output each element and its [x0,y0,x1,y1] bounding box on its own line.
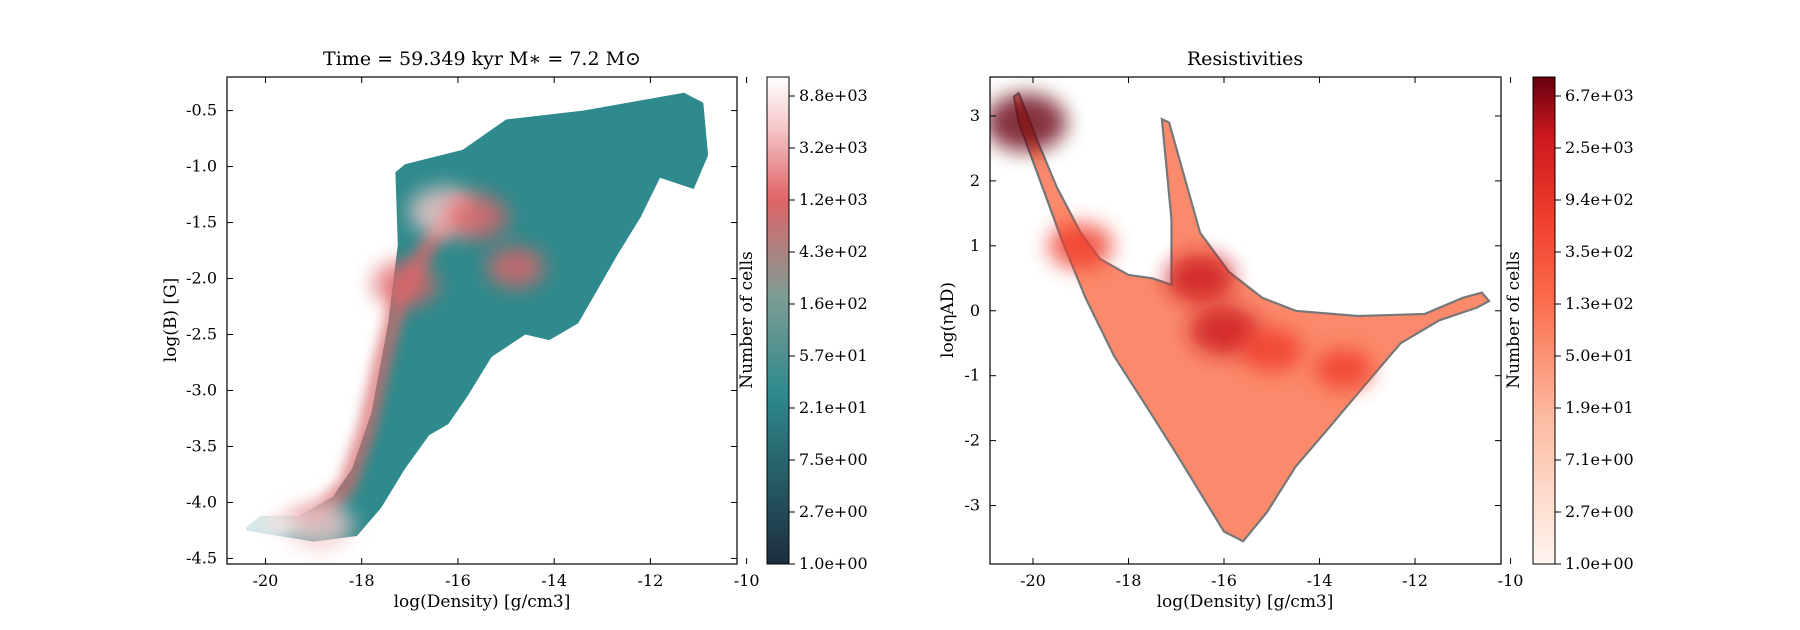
colorbar-tick-label: 4.3e+02 [799,242,868,261]
colorbar-tick-label: 7.1e+00 [1565,450,1634,469]
density-hotspot [1240,327,1304,373]
x-tick-label: -20 [253,571,279,590]
density-hotspot [1314,348,1372,390]
y-tick-label: -1.5 [186,213,217,232]
y-tick-label: -3.5 [186,436,217,455]
colorbar-gradient [1532,76,1556,565]
chart-title: Resistivities [1187,48,1303,70]
y-axis: -4.5 -4.0 -3.5 -3.0 -2.5 -2.0 -1.5 -1.0 -0.5 [186,101,737,567]
y-axis-label: log(B) [G] [161,278,181,363]
y-tick-label: -1.0 [186,157,217,176]
x-tick-label: -10 [1498,571,1524,590]
colorbar-label: Number of cells [1504,251,1524,389]
x-tick-label: -20 [1020,571,1046,590]
x-tick-label: -12 [1402,571,1428,590]
colorbar-tick-label: 1.2e+03 [799,190,868,209]
density-hotspot [1189,305,1259,356]
colorbar-tick-label: 1.6e+02 [799,294,868,313]
colorbar-tick-label: 2.7e+00 [1565,502,1634,521]
colorbar-tick-label: 3.5e+02 [1565,242,1634,261]
x-axis-label: log(Density) [g/cm3] [394,592,571,612]
x-axis: -20 -18 -16 -14 -12 -10 [253,77,760,590]
colorbar-tick-label: 5.7e+01 [799,346,868,365]
y-tick-label: -2.5 [186,324,217,343]
x-axis-label: log(Density) [g/cm3] [1157,592,1334,612]
colorbar-ticks: 1.0e+00 2.7e+00 7.1e+00 1.9e+01 5.0e+01 1.3e+… [1555,86,1634,573]
y-tick-label: -4.0 [186,492,217,511]
colorbar-tick-label: 6.7e+03 [1565,86,1634,105]
density-hotspot [284,500,353,550]
y-tick-label: 1 [970,236,980,255]
colorbar-tick-label: 5.0e+01 [1565,346,1634,365]
y-axis: -3 -2 -1 0 1 2 3 [964,106,1501,515]
chart-title: Time = 59.349 kyr M∗ = 7.2 M⊙ [323,48,641,70]
y-tick-label: -1 [964,366,980,385]
colorbar: 1.0e+00 2.7e+00 7.5e+00 2.1e+01 5.7e+01 1.6e+… [737,76,868,573]
colorbar-ticks: 1.0e+00 2.7e+00 7.5e+00 2.1e+01 5.7e+01 1.6e+… [789,86,868,573]
density-hotspot [486,246,545,289]
colorbar-tick-label: 2.7e+00 [799,502,868,521]
colorbar: 1.0e+00 2.7e+00 7.1e+00 1.9e+01 5.0e+01 1.3e+… [1504,76,1634,573]
y-tick-label: -2 [964,431,980,450]
x-tick-label: -10 [734,571,760,590]
y-tick-label: -3.0 [186,380,217,399]
x-tick-label: -14 [1307,571,1333,590]
colorbar-tick-label: 8.8e+03 [799,86,868,105]
x-tick-label: -18 [1116,571,1142,590]
distribution-contour [1012,91,1491,543]
y-tick-label: 2 [970,171,980,190]
y-tick-label: 0 [970,301,980,320]
plot-frame [989,76,1502,565]
y-axis-label: log(ηAD) [938,282,958,358]
density-hotspot [445,194,509,240]
colorbar-tick-label: 2.1e+01 [799,398,868,417]
colorbar-tick-label: 2.5e+03 [1565,138,1634,157]
density-hotspot [1048,222,1113,269]
colorbar-tick-label: 1.9e+01 [1565,398,1634,417]
y-tick-label: -4.5 [186,548,217,567]
plot-frame [226,76,738,565]
colorbar-label: Number of cells [737,251,757,389]
x-tick-label: -16 [1211,571,1237,590]
y-tick-label: 3 [970,106,980,125]
density-bfield-panel: Time = 59.349 kyr M∗ = 7.2 M⊙ -20 -18 -16-… [161,48,868,612]
x-axis: -20 -18 -16 -14 -12 -10 [1020,77,1523,590]
colorbar-tick-label: 9.4e+02 [1565,190,1634,209]
x-tick-label: -16 [445,571,471,590]
colorbar-tick-label: 3.2e+03 [799,138,868,157]
y-tick-label: -3 [964,496,980,515]
density-hotspot [227,492,298,553]
colorbar-tick-label: 7.5e+00 [799,450,868,469]
heatmap-area [990,91,1491,543]
density-hotspot [372,261,438,308]
resistivity-panel: Resistivities -20 -18 -16 -14 -12 -10 -3-2-10… [938,48,1634,612]
colorbar-tick-label: 1.0e+00 [799,554,868,573]
density-hotspot [1165,253,1235,303]
heatmap-area [227,92,709,553]
colorbar-tick-label: 1.0e+00 [1565,554,1634,573]
density-hotspot [990,93,1067,152]
y-tick-label: -2.0 [186,269,217,288]
x-tick-label: -14 [541,571,567,590]
y-tick-label: -0.5 [186,101,217,120]
colorbar-tick-label: 1.3e+02 [1565,294,1634,313]
x-tick-label: -18 [349,571,375,590]
colorbar-gradient [766,76,790,565]
distribution-region [246,92,709,542]
x-tick-label: -12 [638,571,664,590]
